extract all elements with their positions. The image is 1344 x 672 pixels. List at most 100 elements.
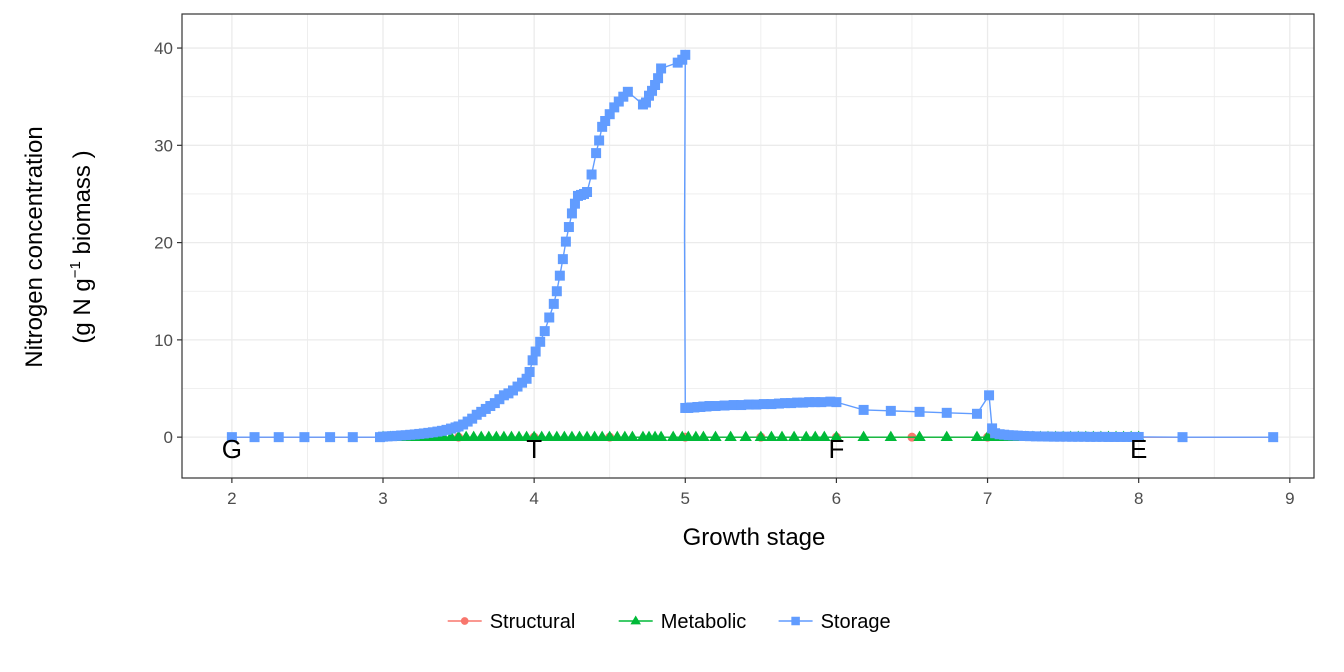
storage-point (551, 286, 562, 297)
panel-border (181, 13, 1315, 479)
storage-point (1121, 431, 1132, 442)
storage-point (728, 400, 739, 411)
storage-point (647, 85, 658, 96)
x-tick-label: 7 (983, 489, 992, 508)
legend: Structural Metabolic Storage (447, 611, 891, 633)
storage-point (831, 397, 842, 408)
storage-point (594, 135, 605, 146)
storage-point (1127, 431, 1138, 442)
storage-point (554, 270, 565, 281)
storage-point (656, 63, 667, 74)
storage-point (736, 400, 747, 411)
metabolic-point (709, 430, 722, 442)
x-tick-label: 3 (378, 489, 387, 508)
storage-point (984, 390, 995, 401)
storage-point (798, 397, 809, 408)
storage-point (1177, 432, 1188, 443)
storage-point (1024, 431, 1035, 442)
y-axis-title-line1: Nitrogen concentration (21, 126, 48, 367)
legend-key-circle-icon (460, 617, 469, 625)
storage-point (1055, 431, 1066, 442)
storage-point (1049, 431, 1060, 442)
storage-point (521, 373, 532, 384)
storage-point (971, 408, 982, 419)
storage-point (544, 312, 555, 323)
storage-point (622, 86, 633, 97)
storage-point (604, 109, 615, 120)
storage-point (816, 397, 827, 408)
storage-point (1067, 431, 1078, 442)
stage-label-t: T (526, 434, 542, 464)
metabolic-point (809, 430, 822, 442)
metabolic-point (667, 430, 680, 442)
storage-point (680, 49, 691, 60)
storage-point (1133, 431, 1144, 442)
storage-point (1109, 431, 1120, 442)
storage-point (1085, 431, 1096, 442)
metabolic-point (970, 430, 984, 442)
minor-gridlines (182, 14, 1314, 478)
storage-point (226, 432, 237, 443)
metabolic-point (775, 430, 789, 442)
series-storage (226, 49, 1279, 443)
storage-point (273, 432, 284, 443)
metabolic-point (626, 430, 639, 442)
storage-point (609, 102, 620, 113)
y-tick-label: 10 (154, 331, 173, 350)
legend-item-storage: Storage (778, 611, 891, 633)
storage-point (825, 396, 836, 407)
storage-point (780, 398, 791, 409)
y-axis: 0 10 20 30 40 (154, 39, 182, 447)
storage-point (299, 432, 310, 443)
storage-point (1103, 431, 1114, 442)
metabolic-point (818, 430, 831, 442)
storage-point (804, 397, 815, 408)
storage-point (597, 121, 608, 132)
storage-point (600, 116, 611, 127)
storage-point (347, 432, 358, 443)
y-axis-title-prefix: (g N g (69, 278, 96, 343)
storage-point (885, 405, 896, 416)
x-tick-label: 4 (529, 489, 538, 508)
legend-key-triangle-icon (630, 615, 641, 625)
metabolic-point (800, 430, 813, 442)
storage-point (653, 73, 664, 84)
storage-point (535, 336, 546, 347)
storage-point (1091, 431, 1102, 442)
x-tick-label: 5 (681, 489, 690, 508)
storage-point (1030, 431, 1041, 442)
legend-label: Storage (821, 611, 891, 633)
storage-point (582, 187, 593, 198)
metabolic-point (884, 430, 897, 442)
storage-point (640, 97, 651, 108)
legend-label: Structural (490, 611, 576, 633)
legend-key-square-icon (791, 616, 800, 626)
storage-point (1018, 430, 1029, 441)
storage-point (1012, 430, 1023, 441)
storage-point (566, 208, 577, 219)
x-tick-label: 2 (227, 489, 236, 508)
y-tick-label: 40 (154, 39, 173, 58)
storage-point (941, 407, 952, 418)
storage-point (810, 397, 821, 408)
stage-label-f: F (828, 434, 844, 464)
metabolic-point (697, 430, 710, 442)
metabolic-point (857, 430, 870, 442)
storage-point (1079, 431, 1090, 442)
storage-point (524, 366, 535, 377)
storage-point (560, 236, 571, 247)
storage-point (1036, 431, 1047, 442)
stage-label-e: E (1130, 434, 1147, 464)
y-axis-title-suffix: biomass ) (69, 150, 96, 261)
y-tick-label: 30 (154, 136, 173, 155)
storage-point (766, 399, 777, 410)
storage-point (858, 404, 869, 415)
storage-point (527, 355, 538, 366)
storage-point (1115, 431, 1126, 442)
storage-point (586, 169, 597, 180)
storage-point (758, 399, 769, 410)
storage-point (773, 398, 784, 409)
legend-item-structural: Structural (447, 611, 576, 633)
